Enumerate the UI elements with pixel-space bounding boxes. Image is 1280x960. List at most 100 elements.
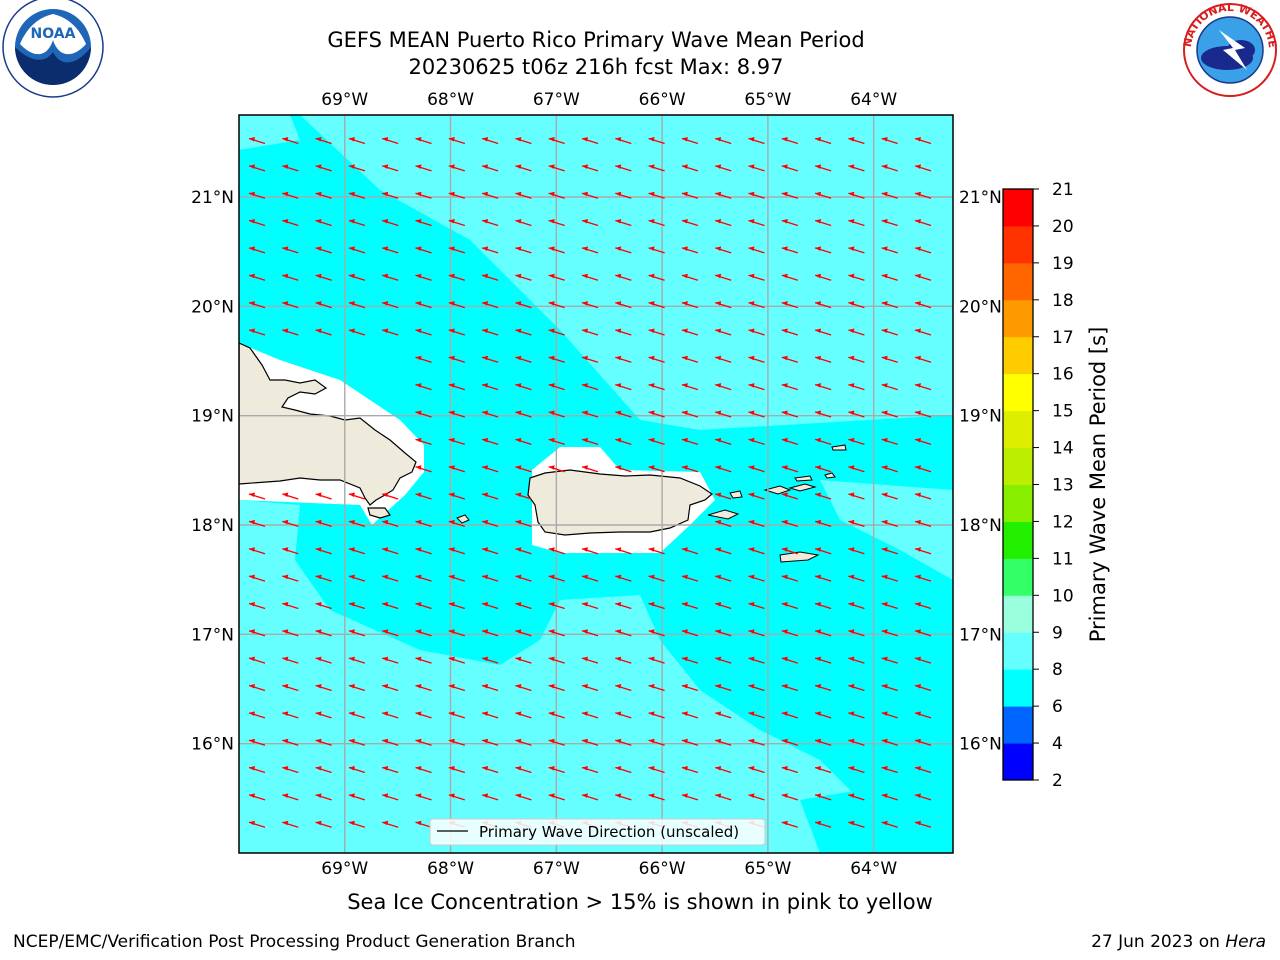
culebra-island xyxy=(729,490,743,499)
wave-direction-arrow xyxy=(282,820,299,828)
wave-direction-arrow xyxy=(515,656,532,664)
wave-direction-arrow xyxy=(881,684,898,692)
wave-direction-arrow xyxy=(681,465,699,473)
wave-direction-arrow xyxy=(715,766,732,774)
wave-direction-arrow xyxy=(515,519,532,528)
period-band-6-8-se xyxy=(800,770,953,853)
wave-direction-arrow xyxy=(448,273,465,281)
wave-direction-arrow xyxy=(748,355,765,363)
wave-direction-arrow xyxy=(481,601,499,610)
wave-direction-arrow xyxy=(881,328,898,336)
wave-direction-arrow xyxy=(382,656,399,664)
footer-host: Hera xyxy=(1225,932,1266,952)
wave-direction-arrow xyxy=(748,437,765,445)
lat-tick-label-right: 19°N xyxy=(959,407,1002,427)
wave-direction-arrow xyxy=(881,656,898,664)
wave-direction-arrow xyxy=(382,273,399,281)
wave-direction-arrow xyxy=(748,574,765,582)
wave-direction-arrow xyxy=(715,656,732,664)
virgin-islands xyxy=(763,472,836,495)
wave-direction-arrow xyxy=(548,219,565,227)
wave-direction-arrow xyxy=(814,629,832,637)
wave-direction-arrow xyxy=(781,738,798,746)
wave-direction-arrow xyxy=(315,328,332,336)
wave-direction-arrow xyxy=(515,711,532,719)
wave-direction-arrow xyxy=(548,711,565,719)
wave-direction-arrow xyxy=(814,410,832,418)
wave-direction-arrow xyxy=(581,684,599,692)
wave-direction-arrow xyxy=(848,574,865,582)
wave-direction-arrow xyxy=(448,492,465,500)
map-legend: Primary Wave Direction (unscaled) xyxy=(429,818,766,846)
wave-direction-arrow xyxy=(615,355,632,363)
wave-direction-arrow xyxy=(481,273,499,281)
wave-direction-arrow xyxy=(581,574,599,582)
wave-direction-arrow xyxy=(881,793,898,801)
wave-direction-arrow xyxy=(415,711,432,719)
wave-direction-arrow xyxy=(748,273,765,281)
wave-direction-arrow xyxy=(481,137,499,145)
wave-direction-arrow xyxy=(715,465,732,473)
wave-direction-arrow xyxy=(548,301,565,309)
wave-direction-arrow xyxy=(415,629,432,637)
wave-direction-arrow xyxy=(781,656,798,664)
wave-direction-arrow xyxy=(781,437,798,445)
wave-direction-arrow xyxy=(415,684,432,692)
colorbar-tick-label: 4 xyxy=(1052,734,1063,754)
wave-direction-arrow xyxy=(382,328,399,336)
wave-direction-arrow xyxy=(615,137,632,145)
wave-direction-arrow xyxy=(382,164,399,172)
wave-direction-arrow xyxy=(681,383,699,391)
lat-tick-label-left: 19°N xyxy=(191,407,234,427)
wave-direction-arrow xyxy=(415,437,432,445)
wave-direction-arrow xyxy=(914,355,932,363)
wave-direction-arrow xyxy=(282,656,299,664)
wave-direction-arrow xyxy=(581,328,599,336)
wave-direction-arrow xyxy=(781,766,798,774)
wave-direction-arrow xyxy=(481,246,499,254)
wave-direction-arrow xyxy=(415,656,432,664)
wave-direction-arrow xyxy=(615,574,632,582)
wave-direction-arrow xyxy=(248,766,266,774)
wave-direction-arrow xyxy=(481,164,499,172)
wave-direction-arrow xyxy=(382,711,399,719)
wave-direction-arrow xyxy=(515,164,532,172)
wave-direction-arrow xyxy=(248,684,266,692)
wave-direction-arrow xyxy=(282,574,299,582)
wave-direction-arrow xyxy=(481,766,499,774)
wave-direction-arrow xyxy=(315,711,332,719)
wave-direction-arrow xyxy=(681,164,699,172)
colorbar-tick-label: 18 xyxy=(1052,291,1074,311)
wave-direction-arrow xyxy=(914,793,932,801)
wave-direction-arrow xyxy=(648,684,665,692)
wave-direction-arrow xyxy=(348,711,366,719)
wave-direction-arrow xyxy=(648,629,665,637)
wave-direction-arrow xyxy=(615,246,632,254)
wave-direction-arrow xyxy=(282,492,299,500)
wave-direction-arrow xyxy=(848,820,865,828)
wave-direction-arrow xyxy=(715,547,732,555)
wave-direction-arrow xyxy=(748,738,765,746)
wave-direction-arrow xyxy=(848,492,865,500)
wave-direction-arrow xyxy=(914,738,932,746)
wave-direction-arrow xyxy=(348,246,366,254)
wave-direction-arrow xyxy=(748,656,765,664)
wave-direction-arrow xyxy=(848,711,865,719)
wave-direction-arrow xyxy=(715,492,732,500)
wave-direction-arrow xyxy=(282,164,299,172)
wave-direction-arrow xyxy=(348,191,366,199)
wave-direction-arrow xyxy=(781,137,798,145)
wave-direction-arrow xyxy=(914,328,932,336)
wave-direction-arrow xyxy=(848,219,865,227)
wave-direction-arrow xyxy=(481,656,499,664)
wave-direction-arrow xyxy=(748,410,765,418)
colorbar-label: Primary Wave Mean Period [s] xyxy=(1086,327,1110,643)
wave-direction-arrow xyxy=(648,164,665,172)
wave-direction-arrow xyxy=(481,383,499,391)
wave-direction-arrow xyxy=(781,711,798,719)
wave-direction-arrow xyxy=(282,766,299,774)
wave-direction-arrow xyxy=(848,656,865,664)
wave-direction-arrow xyxy=(515,273,532,281)
wave-direction-arrow xyxy=(448,437,465,445)
beata-island xyxy=(367,507,391,519)
